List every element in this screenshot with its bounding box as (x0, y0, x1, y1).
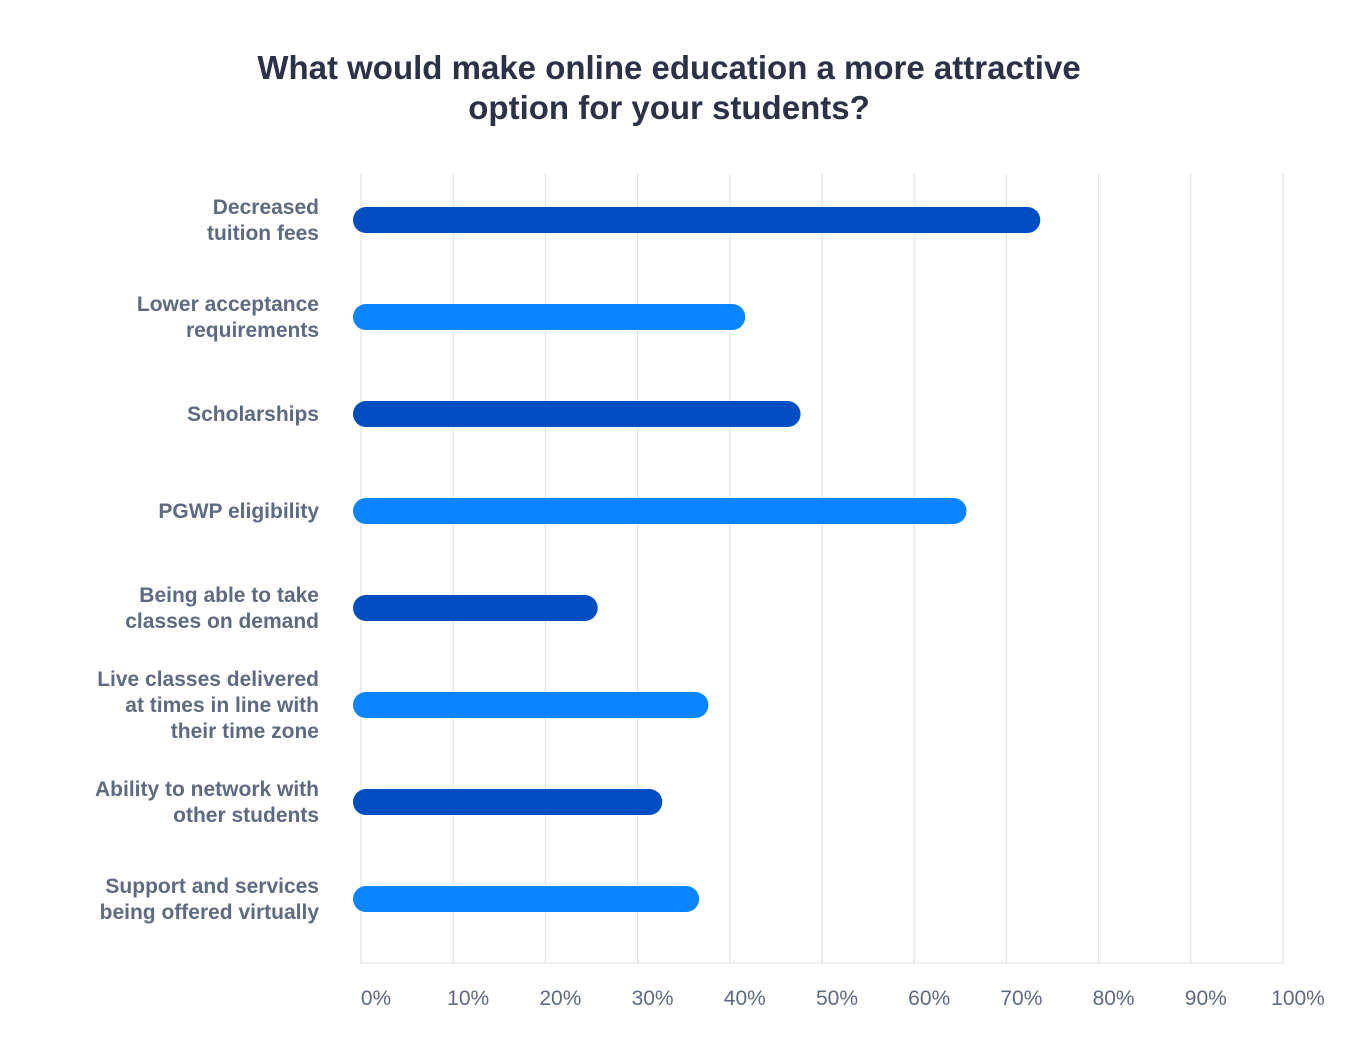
bars (353, 207, 1041, 912)
category-label: Support and services being offered virtua… (100, 875, 320, 924)
x-tick-label: 90% (1185, 987, 1227, 1010)
x-tick-label: 100% (1271, 987, 1325, 1010)
grid-lines (360, 174, 1284, 964)
x-tick-label: 20% (539, 987, 581, 1010)
category-label: Being able to take classes on demand (125, 584, 319, 633)
category-label: Scholarships (187, 403, 319, 426)
x-tick-label: 60% (908, 987, 950, 1010)
bar (353, 498, 967, 524)
bar (353, 207, 1041, 233)
bar (353, 692, 709, 718)
x-tick-label: 40% (724, 987, 766, 1010)
bar (353, 401, 801, 427)
category-label: Ability to network with other students (95, 778, 319, 827)
x-tick-label: 70% (1000, 987, 1042, 1010)
category-label: Decreased tuition fees (207, 196, 319, 245)
x-tick-label: 80% (1093, 987, 1135, 1010)
bar (353, 304, 746, 330)
x-tick-label: 50% (816, 987, 858, 1010)
x-tick-label: 0% (361, 987, 391, 1010)
bar (353, 886, 700, 912)
x-tick-label: 30% (632, 987, 674, 1010)
chart-title: What would make online education a more … (257, 49, 1081, 126)
category-label: PGWP eligibility (158, 500, 319, 523)
category-label: Lower acceptance requirements (137, 293, 319, 342)
bar (353, 595, 598, 621)
bar (353, 789, 663, 815)
x-axis-tick-labels: 0% 10% 20% 30% 40% 50% 60% 70% 80% 90% 100% (361, 987, 1325, 1010)
category-label: Live classes delivered at times in line w… (97, 668, 319, 743)
category-labels: Decreased tuition fees Lower acceptance req… (95, 196, 319, 924)
x-tick-label: 10% (447, 987, 489, 1010)
